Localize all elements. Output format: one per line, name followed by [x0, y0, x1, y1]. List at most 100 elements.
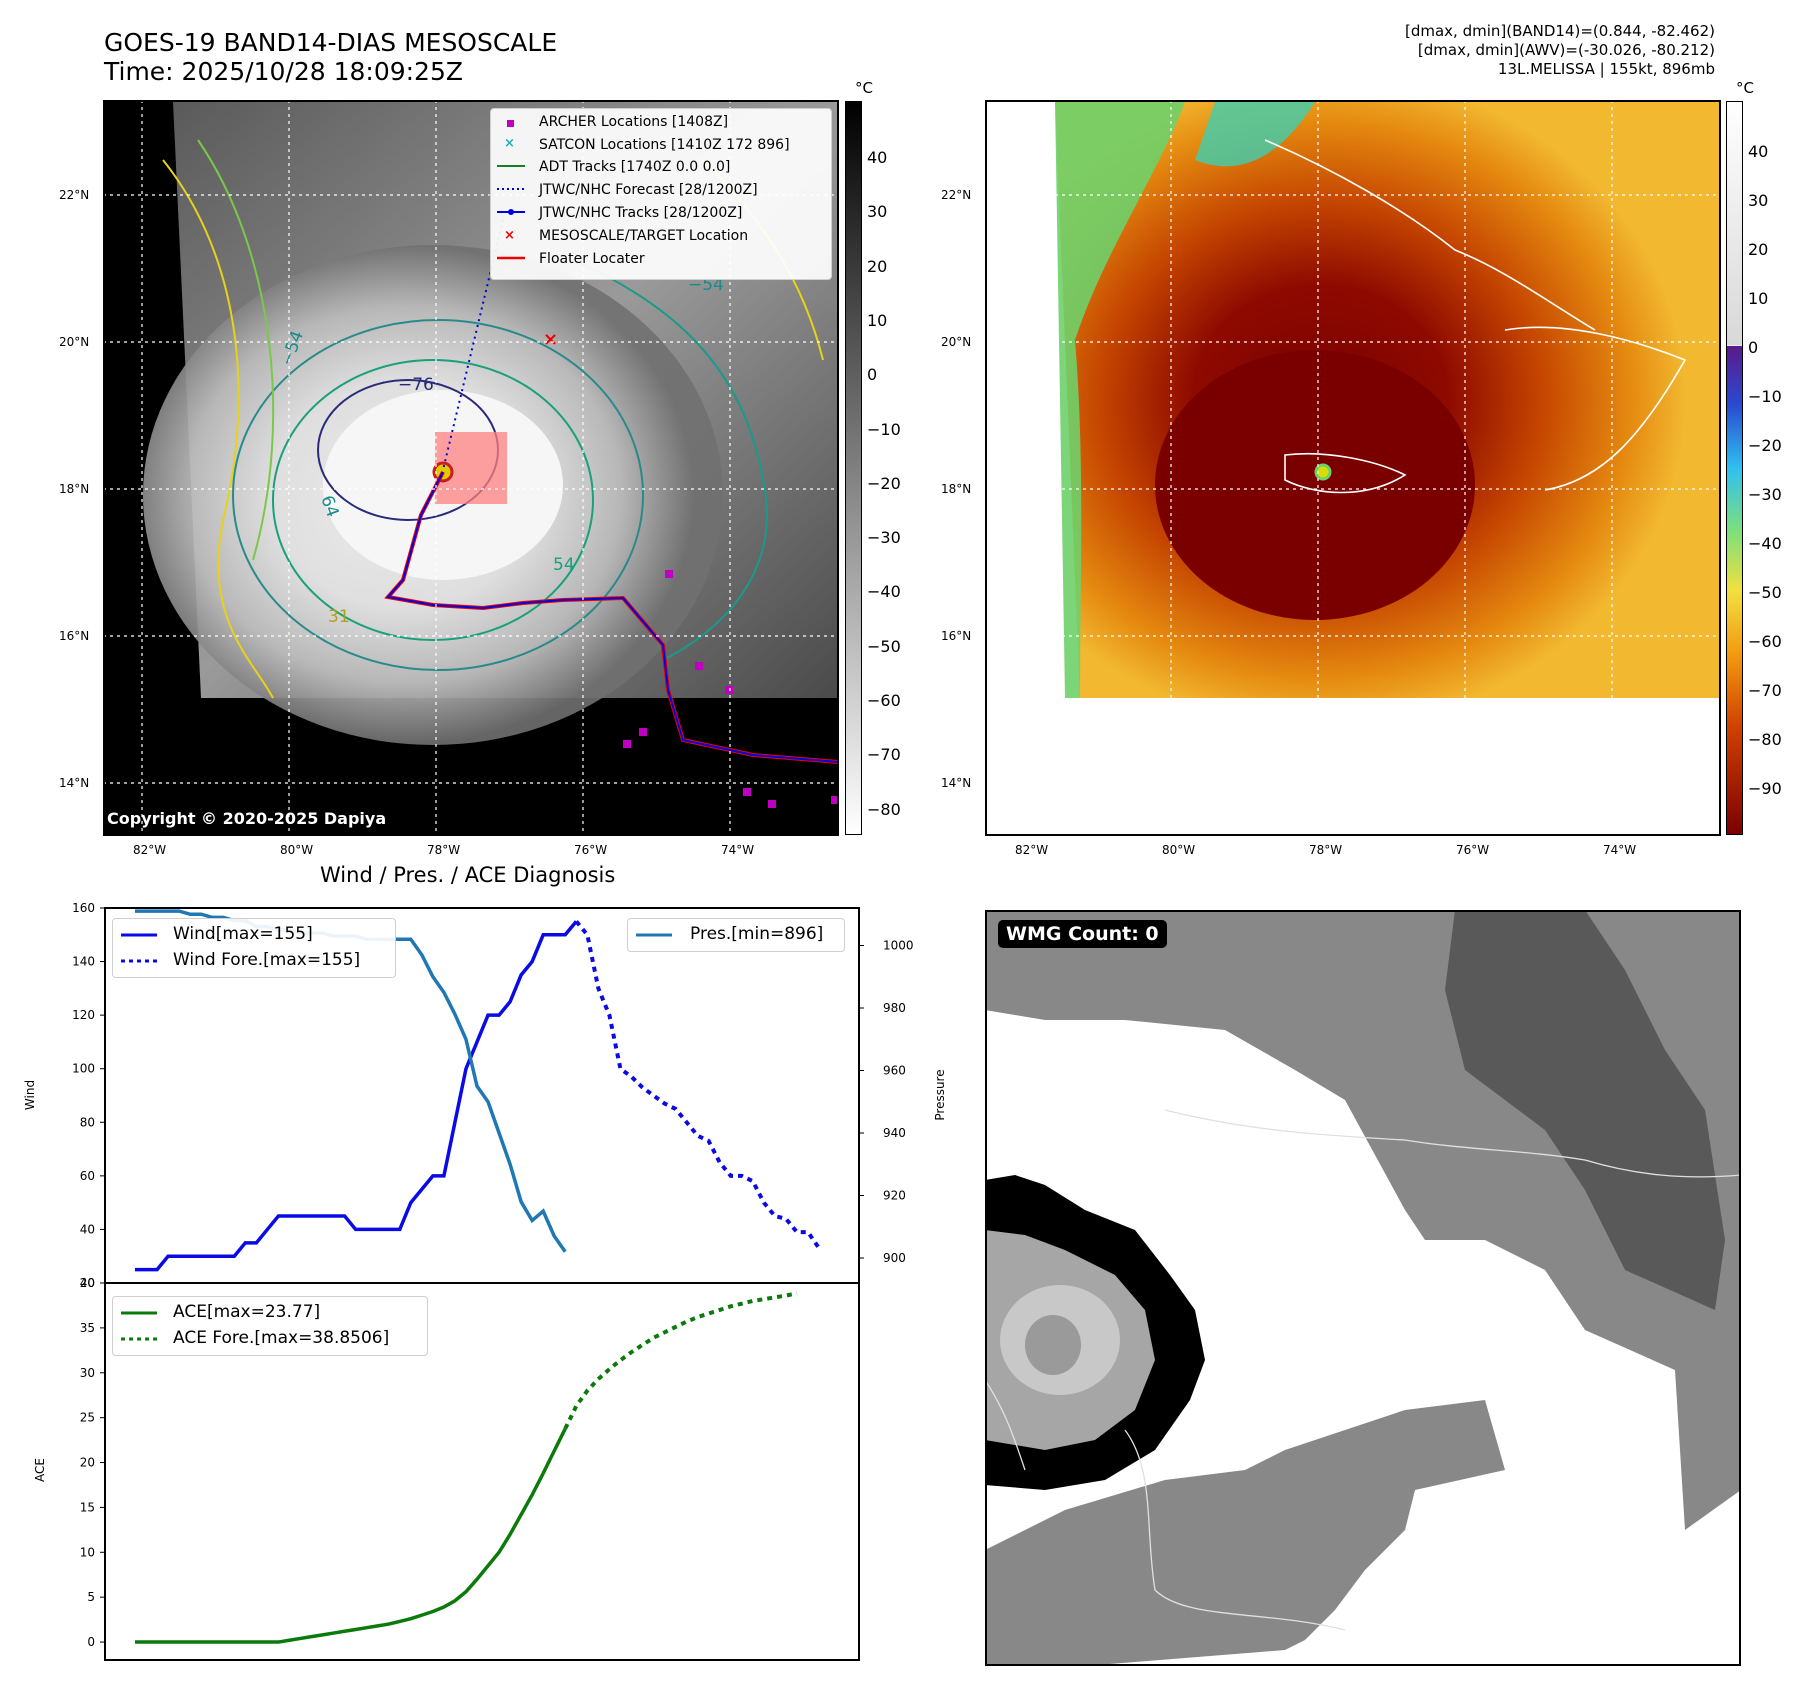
- legend-floater: Floater Locater: [539, 251, 645, 267]
- ir-colorbar-unit: °C: [855, 79, 873, 97]
- wind-legend: Wind[max=155] Wind Fore.[max=155]: [112, 918, 396, 978]
- awv-colorbar-tick: −20: [1748, 436, 1782, 455]
- wind-tick-label: 40: [80, 1222, 95, 1236]
- ir-colorbar-tick: −10: [867, 419, 901, 439]
- ace-tick-label: 0: [87, 1635, 95, 1649]
- ace-forecast-line: [563, 1291, 798, 1430]
- svg-text:54: 54: [553, 555, 575, 575]
- best-track: [386, 471, 839, 763]
- wind-forecast-line: [574, 920, 821, 1250]
- legend-tracks: JTWC/NHC Tracks [28/1200Z]: [539, 205, 743, 221]
- awv-colorbar-tick: 30: [1748, 191, 1769, 210]
- ace-tick-label: 40: [80, 1276, 95, 1290]
- awv-colorbar-tick: −70: [1748, 681, 1782, 700]
- legend-ace-fore: ACE Fore.[max=38.8506]: [173, 1328, 390, 1348]
- diag-title: Wind / Pres. / ACE Diagnosis: [320, 863, 616, 887]
- lon-tick-label: 80°W: [280, 843, 314, 857]
- awv-map: [985, 100, 1721, 836]
- ir-legend: × × ARCHER Locations [1408Z] SATCON Loca…: [490, 108, 832, 280]
- lat-tick-label: 20°N: [59, 335, 90, 349]
- awv-colorbar-tick: −30: [1748, 485, 1782, 504]
- svg-text:31: 31: [328, 607, 350, 627]
- pres-legend: Pres.[min=896]: [627, 918, 845, 952]
- legend-wind: Wind[max=155]: [173, 924, 313, 944]
- wmg-map: [985, 910, 1741, 1666]
- wind-tick-label: 100: [72, 1062, 95, 1076]
- svg-text:−76: −76: [398, 375, 434, 395]
- awv-colorbar-tick: −50: [1748, 583, 1782, 602]
- ir-colorbar-tick: −40: [867, 582, 901, 602]
- figure-title: GOES-19 BAND14-DIAS MESOSCALE Time: 2025…: [104, 28, 558, 86]
- lat-tick-label: 16°N: [941, 629, 972, 643]
- ir-colorbar-tick: 20: [867, 256, 888, 276]
- wind-tick-label: 60: [80, 1169, 95, 1183]
- pressure-axis-label: Pressure: [933, 1069, 947, 1120]
- awv-colorbar-tick: −60: [1748, 632, 1782, 651]
- svg-text:−54: −54: [688, 275, 724, 295]
- legend-forecast: JTWC/NHC Forecast [28/1200Z]: [539, 182, 758, 198]
- lat-tick-label: 22°N: [941, 188, 972, 202]
- lon-tick-label: 76°W: [574, 843, 608, 857]
- legend-archer: ARCHER Locations [1408Z]: [539, 114, 729, 130]
- pres-tick-label: 920: [883, 1189, 906, 1203]
- pres-tick-label: 940: [883, 1126, 906, 1140]
- lon-tick-label: 78°W: [1309, 843, 1343, 857]
- pres-tick-label: 900: [883, 1251, 906, 1265]
- pres-tick-label: 980: [883, 1001, 906, 1015]
- pres-tick-label: 1000: [883, 939, 914, 953]
- lon-tick-label: 80°W: [1162, 843, 1196, 857]
- ir-colorbar-tick: 40: [867, 148, 888, 167]
- lat-tick-label: 18°N: [59, 482, 90, 496]
- ir-contours: [162, 139, 824, 699]
- legend-target: MESOSCALE/TARGET Location: [539, 228, 749, 244]
- ir-colorbar-tick: −30: [867, 528, 901, 548]
- lat-tick-label: 22°N: [59, 188, 90, 202]
- target-marker: ×: [543, 329, 558, 350]
- ace-tick-label: 5: [87, 1590, 95, 1604]
- pres-tick-label: 960: [883, 1064, 906, 1078]
- awv-colorbar-tick: −10: [1748, 387, 1782, 406]
- awv-colorbar-tick: 0: [1748, 338, 1759, 357]
- awv-colorbar-tick: 20: [1748, 240, 1769, 259]
- ir-colorbar-tick: −80: [867, 799, 901, 819]
- legend-satcon-marker: ×: [504, 136, 515, 151]
- wind-tick-label: 140: [72, 955, 95, 969]
- wmg-coastlines: [985, 1109, 1741, 1631]
- awv-colorbar-tick: 10: [1748, 289, 1769, 308]
- ir-colorbar-tick: 10: [867, 310, 888, 330]
- legend-archer-marker: [507, 120, 514, 127]
- ace-tick-label: 35: [80, 1321, 95, 1335]
- ace-line: [135, 1427, 567, 1644]
- legend-adt: ADT Tracks [1740Z 0.0 0.0]: [539, 159, 731, 175]
- ace-tick-label: 15: [80, 1500, 95, 1514]
- legend-pres: Pres.[min=896]: [690, 924, 824, 944]
- legend-satcon: SATCON Locations [1410Z 172 896]: [539, 137, 790, 153]
- awv-colorbar-unit: °C: [1736, 79, 1754, 97]
- ace-tick-label: 10: [80, 1545, 95, 1559]
- ir-colorbar-tick: −20: [867, 473, 901, 493]
- legend-ace: ACE[max=23.77]: [173, 1302, 321, 1322]
- wind-axis-label: Wind: [23, 1080, 37, 1110]
- wind-tick-label: 20: [80, 1276, 95, 1290]
- ace-axes-frame: [104, 1282, 860, 1661]
- ir-colorbar: [845, 101, 862, 835]
- ace-tick-label: 25: [80, 1411, 95, 1425]
- figure-info: [dmax, dmin](BAND14)=(0.844, -82.462) [d…: [1404, 22, 1715, 78]
- ace-tick-label: 20: [80, 1456, 95, 1470]
- lon-tick-label: 74°W: [1603, 843, 1637, 857]
- wind-line: [135, 920, 578, 1272]
- wmg-count-badge: WMG Count: 0: [998, 920, 1167, 948]
- lat-tick-label: 16°N: [59, 629, 90, 643]
- ace-legend: ACE[max=23.77] ACE Fore.[max=38.8506]: [112, 1296, 428, 1356]
- ir-colorbar-tick: 0: [867, 365, 878, 385]
- ace-tick-label: 30: [80, 1366, 95, 1380]
- awv-colorbar: [1726, 101, 1743, 835]
- lon-tick-label: 74°W: [721, 843, 755, 857]
- ir-colorbar-tick: −70: [867, 745, 901, 765]
- lat-tick-label: 18°N: [941, 482, 972, 496]
- copyright-text: Copyright © 2020-2025 Dapiya: [107, 809, 387, 828]
- wind-tick-label: 80: [80, 1115, 95, 1129]
- ir-colorbar-tick: −60: [867, 691, 901, 710]
- archer-markers: [623, 570, 839, 808]
